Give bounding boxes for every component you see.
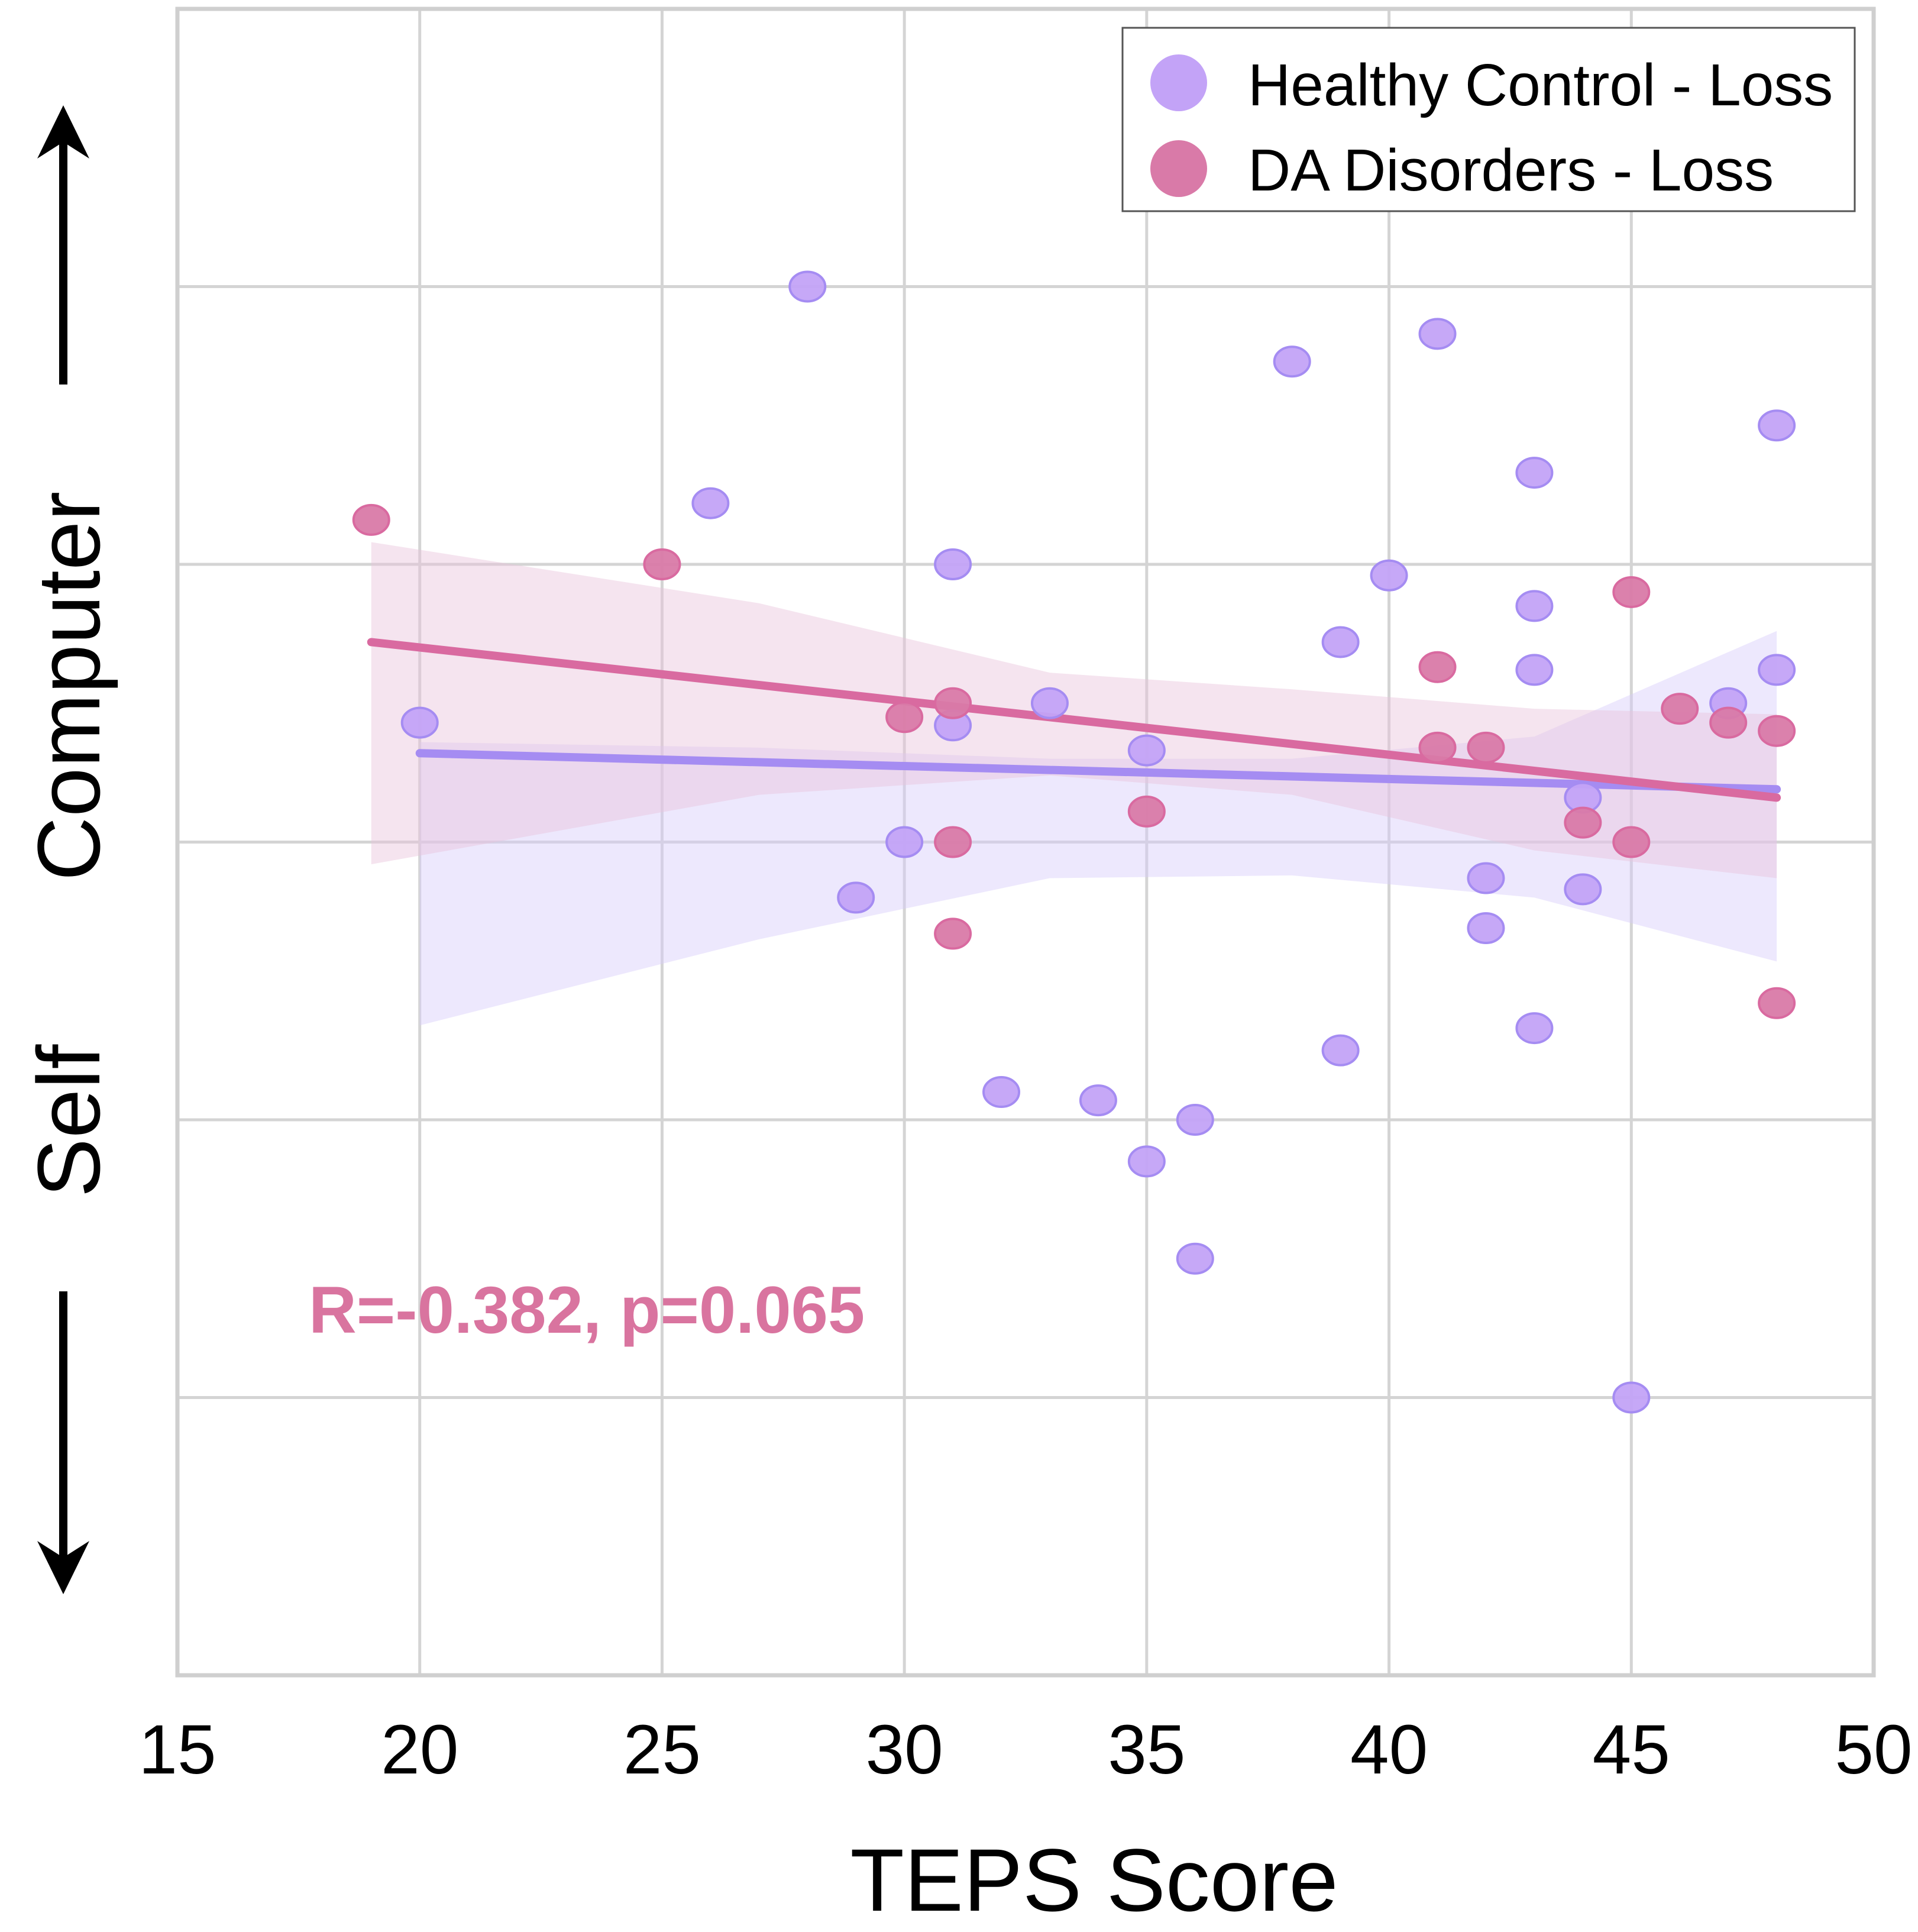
x-tick-labels: 15 20 25 30 35 40 45 50 — [138, 1711, 1912, 1789]
data-point-series-1 — [1612, 576, 1651, 608]
data-point-series-0 — [1467, 912, 1505, 945]
fit-lines — [367, 638, 1781, 802]
data-point-series-0 — [1758, 654, 1796, 686]
up-arrow-icon — [37, 105, 89, 385]
data-point-series-1 — [352, 503, 390, 536]
data-point-series-0 — [1515, 590, 1554, 622]
data-point-series-0 — [1564, 873, 1602, 906]
legend-label-healthy-control: Healthy Control - Loss — [1248, 52, 1833, 118]
data-point-series-0 — [934, 548, 972, 580]
data-point-series-1 — [1612, 826, 1651, 858]
data-point-series-0 — [1418, 318, 1457, 350]
data-point-series-0 — [1515, 1012, 1554, 1045]
legend-marker-healthy-control — [1150, 54, 1207, 111]
data-point-series-0 — [1612, 1381, 1651, 1414]
data-point-series-0 — [1176, 1242, 1214, 1275]
data-point-series-0 — [1176, 1104, 1214, 1136]
x-tick-label: 20 — [381, 1711, 458, 1789]
down-arrow-icon — [37, 1291, 89, 1594]
correlation-annotation: R=-0.382, p=0.065 — [309, 1273, 865, 1347]
data-point-series-0 — [1758, 409, 1796, 442]
data-point-series-0 — [1127, 734, 1166, 767]
legend: Healthy Control - Loss DA Disorders - Lo… — [1121, 27, 1856, 212]
x-tick-label: 15 — [138, 1711, 216, 1789]
legend-box — [1121, 27, 1856, 212]
data-point-series-1 — [934, 687, 972, 719]
regression-line-series-0 — [415, 749, 1781, 794]
plot-frame — [175, 7, 1876, 1678]
data-point-series-0 — [400, 706, 439, 739]
data-point-series-1 — [643, 548, 681, 580]
data-point-series-0 — [1030, 687, 1069, 719]
x-tick-label: 40 — [1350, 1711, 1428, 1789]
data-points — [352, 270, 1796, 1414]
data-point-series-0 — [788, 270, 827, 303]
x-tick-label: 30 — [866, 1711, 943, 1789]
legend-marker-da-disorders — [1150, 140, 1207, 197]
data-point-series-1 — [1758, 987, 1796, 1019]
x-tick-label: 45 — [1593, 1711, 1670, 1789]
data-point-series-1 — [934, 826, 972, 858]
data-point-series-0 — [837, 881, 875, 914]
data-point-series-1 — [1418, 651, 1457, 683]
data-point-series-1 — [1758, 715, 1796, 747]
data-point-series-0 — [1079, 1084, 1117, 1117]
data-point-series-1 — [885, 701, 924, 734]
confidence-band-series-1 — [371, 542, 1777, 878]
data-point-series-1 — [934, 917, 972, 950]
x-tick-label: 35 — [1108, 1711, 1185, 1789]
data-point-series-1 — [1127, 795, 1166, 828]
data-point-series-1 — [1564, 806, 1602, 839]
data-point-series-1 — [1661, 693, 1699, 725]
data-point-series-0 — [1273, 345, 1311, 378]
data-point-series-0 — [691, 487, 730, 519]
confidence-band-series-0 — [419, 631, 1777, 1026]
y-label-self: Self — [19, 1044, 118, 1197]
data-point-series-1 — [1418, 731, 1457, 764]
data-point-series-0 — [1321, 1034, 1360, 1067]
data-point-series-0 — [885, 826, 924, 858]
data-point-series-0 — [1515, 654, 1554, 686]
data-point-series-0 — [1467, 862, 1505, 894]
data-point-series-0 — [982, 1076, 1021, 1109]
data-point-series-0 — [1515, 457, 1554, 489]
data-point-series-0 — [1127, 1145, 1166, 1178]
x-tick-label: 50 — [1835, 1711, 1912, 1789]
data-point-series-0 — [1321, 626, 1360, 658]
data-point-series-1 — [1467, 731, 1505, 764]
data-point-series-1 — [1709, 706, 1748, 739]
legend-label-da-disorders: DA Disorders - Loss — [1248, 137, 1774, 203]
data-point-series-0 — [1370, 559, 1408, 592]
x-axis-title: TEPS Score — [850, 1830, 1338, 1929]
x-tick-label: 25 — [623, 1711, 701, 1789]
y-label-computer: Computer — [19, 492, 118, 881]
confidence-bands — [371, 542, 1777, 1026]
regression-line-series-1 — [367, 638, 1781, 802]
